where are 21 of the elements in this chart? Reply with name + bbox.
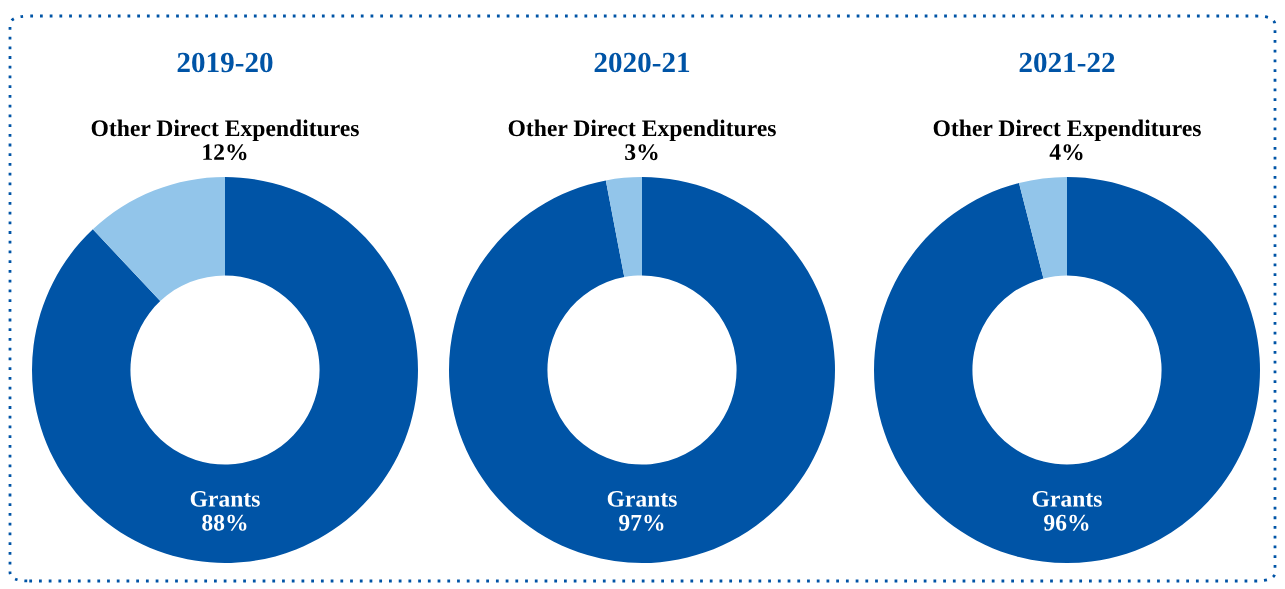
slice-label: Other Direct Expenditures [91,119,359,142]
data-label: 88% [202,514,247,531]
slice-label: Grants [190,490,260,507]
donut-slice [874,177,1260,563]
slice-label: Grants [607,490,677,507]
chart-title: 2021-22 [1019,52,1115,73]
data-label: 96% [1044,514,1089,531]
slice-label: Other Direct Expenditures [508,119,776,142]
donut-slice [92,177,225,302]
donut-slice [449,177,835,563]
chart-title: 2020-21 [594,52,690,73]
data-label: 97% [619,514,664,531]
slice-label: Grants [1032,490,1102,507]
slice-label: Other Direct Expenditures [933,119,1201,142]
chart-title: 2019-20 [177,52,273,73]
donut-slice [1019,177,1067,279]
data-label: 4% [1049,144,1083,161]
donut-slice [605,177,642,278]
data-label: 12% [203,144,247,161]
donut-slice [32,177,418,563]
data-label: 3% [625,144,658,161]
